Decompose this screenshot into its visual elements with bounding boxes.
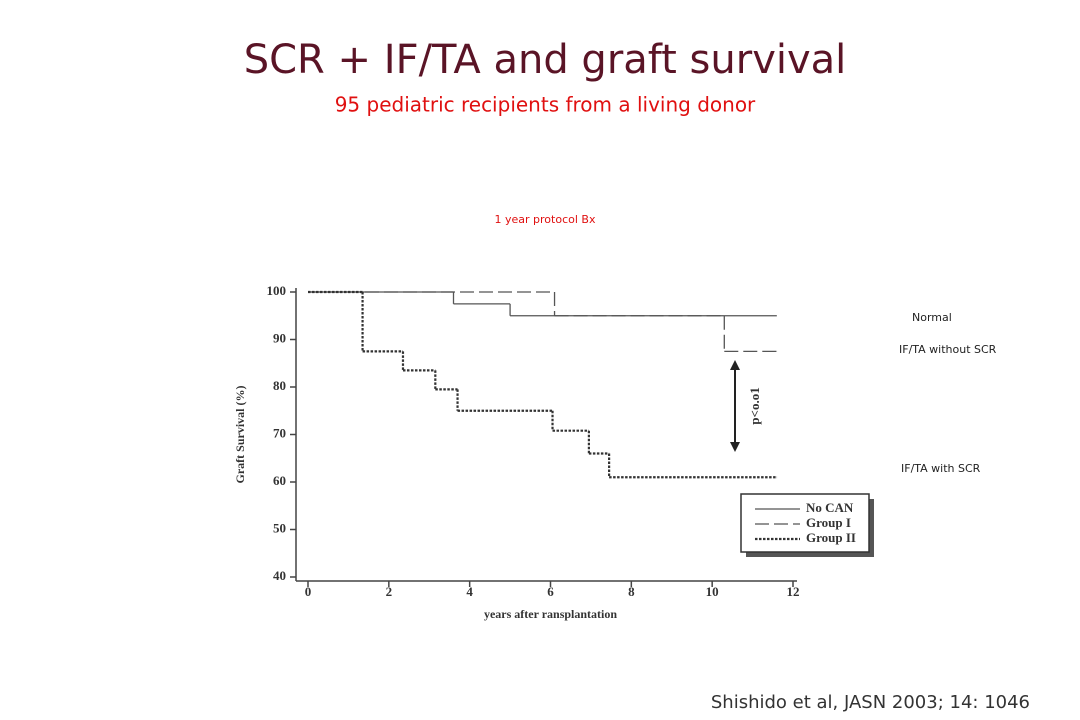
citation: Shishido et al, JASN 2003; 14: 1046 bbox=[711, 692, 1030, 713]
y-tick-label: 70 bbox=[273, 425, 286, 440]
annotation: IF/TA without SCR bbox=[899, 343, 997, 356]
legend-label: No CAN bbox=[806, 500, 854, 515]
x-tick-label: 12 bbox=[787, 584, 800, 599]
y-tick-label: 60 bbox=[273, 473, 286, 488]
legend-label: Group I bbox=[806, 515, 851, 530]
y-tick-label: 50 bbox=[273, 520, 286, 535]
x-tick-label: 6 bbox=[547, 584, 554, 599]
x-tick-label: 4 bbox=[466, 584, 473, 599]
x-tick-label: 0 bbox=[305, 584, 312, 599]
y-tick-label: 100 bbox=[267, 283, 287, 298]
x-tick-label: 10 bbox=[706, 584, 719, 599]
annotation: 1 year protocol Bx bbox=[495, 213, 596, 226]
arrow-head bbox=[730, 360, 740, 370]
y-tick-label: 40 bbox=[273, 568, 286, 583]
annotation: Normal bbox=[912, 311, 952, 324]
x-tick-label: 2 bbox=[386, 584, 393, 599]
p-value: p<o.o1 bbox=[747, 387, 762, 424]
y-tick-label: 90 bbox=[273, 330, 286, 345]
slide-subtitle: 95 pediatric recipients from a living do… bbox=[335, 93, 756, 117]
legend-label: Group II bbox=[806, 530, 856, 545]
legend bbox=[740, 493, 870, 553]
annotation: IF/TA with SCR bbox=[901, 462, 981, 475]
x-tick-label: 8 bbox=[628, 584, 635, 599]
x-axis-label: years after ransplantation bbox=[484, 607, 617, 621]
y-tick-label: 80 bbox=[273, 378, 286, 393]
slide-title: SCR + IF/TA and graft survival bbox=[244, 37, 847, 83]
arrow-head bbox=[730, 442, 740, 452]
y-axis-label: Graft Survival (%) bbox=[233, 386, 247, 484]
